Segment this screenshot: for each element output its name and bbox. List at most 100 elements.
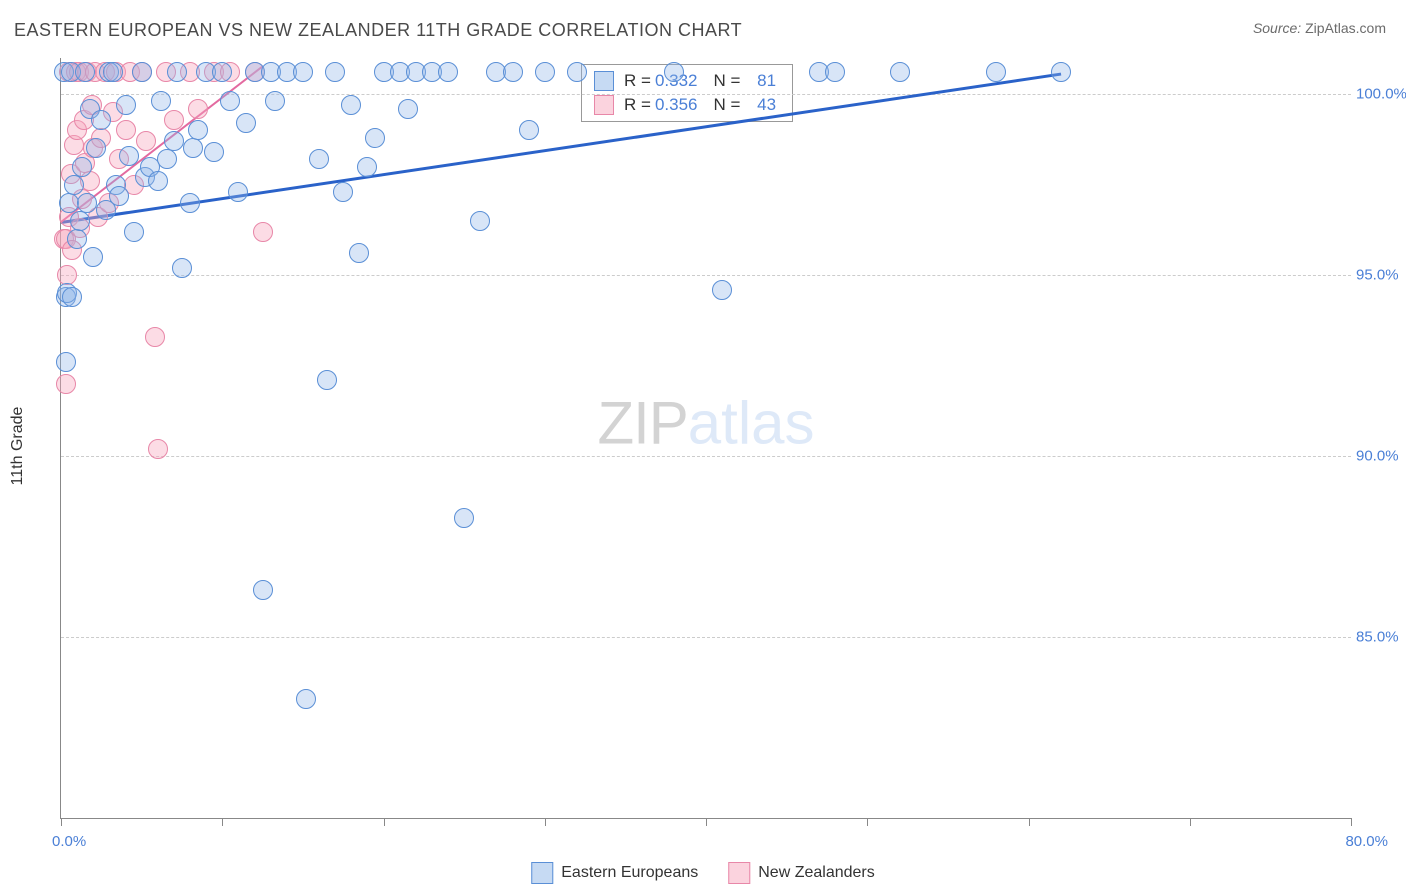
data-point	[365, 128, 385, 148]
n-label: N =	[713, 95, 740, 115]
data-point	[75, 62, 95, 82]
source-name: ZipAtlas.com	[1305, 20, 1386, 36]
data-point	[164, 110, 184, 130]
data-point	[519, 120, 539, 140]
data-point	[253, 580, 273, 600]
data-point	[253, 222, 273, 242]
data-point	[157, 149, 177, 169]
data-point	[91, 110, 111, 130]
data-point	[77, 193, 97, 213]
data-point	[56, 352, 76, 372]
data-point	[116, 120, 136, 140]
stats-row-series1: R = 0.332 N = 81	[582, 69, 792, 93]
y-tick-label: 100.0%	[1356, 86, 1406, 103]
x-tick	[706, 818, 707, 826]
n-label: N =	[713, 71, 740, 91]
data-point	[72, 157, 92, 177]
swatch-blue-icon	[594, 71, 614, 91]
data-point	[325, 62, 345, 82]
data-point	[124, 222, 144, 242]
data-point	[145, 327, 165, 347]
scatter-plot-area: ZIPatlas R = 0.332 N = 81 R = 0.356 N = …	[60, 58, 1351, 819]
data-point	[67, 229, 87, 249]
gridline-h	[61, 94, 1351, 95]
data-point	[454, 508, 474, 528]
data-point	[183, 138, 203, 158]
r-label: R =	[624, 95, 651, 115]
data-point	[535, 62, 555, 82]
data-point	[148, 171, 168, 191]
data-point	[188, 99, 208, 119]
data-point	[398, 99, 418, 119]
data-point	[986, 62, 1006, 82]
data-point	[64, 175, 84, 195]
gridline-h	[61, 456, 1351, 457]
y-tick-label: 90.0%	[1356, 448, 1406, 465]
y-tick-label: 95.0%	[1356, 267, 1406, 284]
legend: Eastern Europeans New Zealanders	[531, 862, 874, 884]
data-point	[567, 62, 587, 82]
x-tick	[545, 818, 546, 826]
n-value-1	[744, 71, 749, 91]
watermark-zip: ZIP	[597, 389, 687, 456]
x-tick	[384, 818, 385, 826]
y-tick-label: 85.0%	[1356, 629, 1406, 646]
data-point	[357, 157, 377, 177]
data-point	[317, 370, 337, 390]
data-point	[56, 374, 76, 394]
legend-label-1: Eastern Europeans	[561, 864, 698, 882]
legend-item-1: Eastern Europeans	[531, 862, 698, 884]
data-point	[172, 258, 192, 278]
data-point	[825, 62, 845, 82]
data-point	[438, 62, 458, 82]
data-point	[136, 131, 156, 151]
x-tick	[867, 818, 868, 826]
data-point	[228, 182, 248, 202]
data-point	[180, 193, 200, 213]
y-axis-label: 11th Grade	[9, 407, 27, 486]
x-axis-max-label: 80.0%	[1345, 833, 1388, 850]
x-tick	[1029, 818, 1030, 826]
r-value-2: 0.356	[655, 95, 698, 115]
data-point	[309, 149, 329, 169]
data-point	[188, 120, 208, 140]
data-point	[220, 91, 240, 111]
gridline-h	[61, 637, 1351, 638]
data-point	[1051, 62, 1071, 82]
data-point	[349, 243, 369, 263]
correlation-stats-box: R = 0.332 N = 81 R = 0.356 N = 43	[581, 64, 793, 122]
source-attribution: Source: ZipAtlas.com	[1253, 20, 1386, 36]
data-point	[293, 62, 313, 82]
x-tick	[1351, 818, 1352, 826]
source-label: Source:	[1253, 20, 1301, 36]
data-point	[116, 95, 136, 115]
data-point	[70, 211, 90, 231]
gridline-h	[61, 275, 1351, 276]
data-point	[296, 689, 316, 709]
legend-label-2: New Zealanders	[758, 864, 875, 882]
data-point	[470, 211, 490, 231]
data-point	[151, 91, 171, 111]
data-point	[109, 186, 129, 206]
swatch-pink-icon	[594, 95, 614, 115]
data-point	[119, 146, 139, 166]
data-point	[148, 439, 168, 459]
chart-title: EASTERN EUROPEAN VS NEW ZEALANDER 11TH G…	[14, 20, 742, 41]
x-tick	[1190, 818, 1191, 826]
data-point	[86, 138, 106, 158]
data-point	[503, 62, 523, 82]
data-point	[83, 247, 103, 267]
data-point	[265, 91, 285, 111]
x-tick	[61, 818, 62, 826]
watermark-atlas: atlas	[688, 389, 815, 456]
data-point	[890, 62, 910, 82]
n-value-2	[744, 95, 749, 115]
data-point	[333, 182, 353, 202]
data-point	[57, 265, 77, 285]
data-point	[204, 142, 224, 162]
data-point	[132, 62, 152, 82]
data-point	[664, 62, 684, 82]
r-label: R =	[624, 71, 651, 91]
data-point	[167, 62, 187, 82]
data-point	[164, 131, 184, 151]
